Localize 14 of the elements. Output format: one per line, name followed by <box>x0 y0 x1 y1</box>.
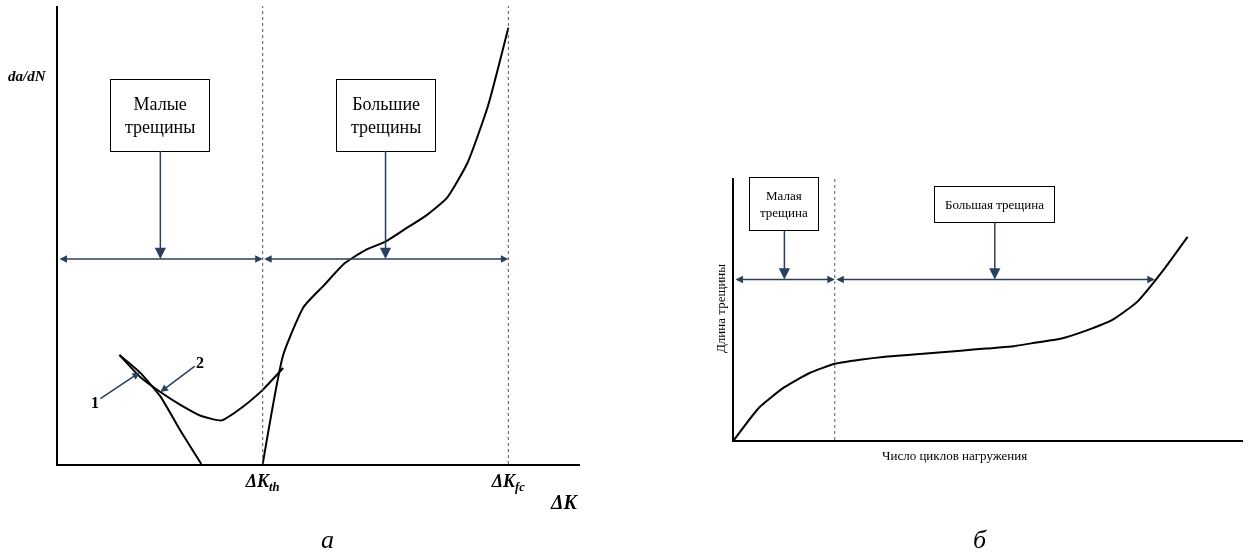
annotation: Малые трещины <box>125 94 196 138</box>
y-axis-title: da/dN <box>8 68 47 84</box>
x-tick-label: ΔK$_{fc}$ <box>490 471 526 495</box>
x-tick-label: ΔK$_{th}$ <box>244 471 280 495</box>
text: б <box>973 525 987 554</box>
text: а <box>321 525 334 554</box>
text: 2 <box>196 354 204 371</box>
text: Большая трещина <box>945 197 1045 212</box>
x-axis-title: Число циклов нагружения <box>882 448 1028 463</box>
text: 1 <box>91 394 99 411</box>
y-axis-title: Длина трещины <box>713 263 728 353</box>
text: Малая трещина <box>760 188 809 220</box>
x-axis-title: ΔK <box>550 491 579 513</box>
annotation: Большие трещины <box>351 94 422 138</box>
